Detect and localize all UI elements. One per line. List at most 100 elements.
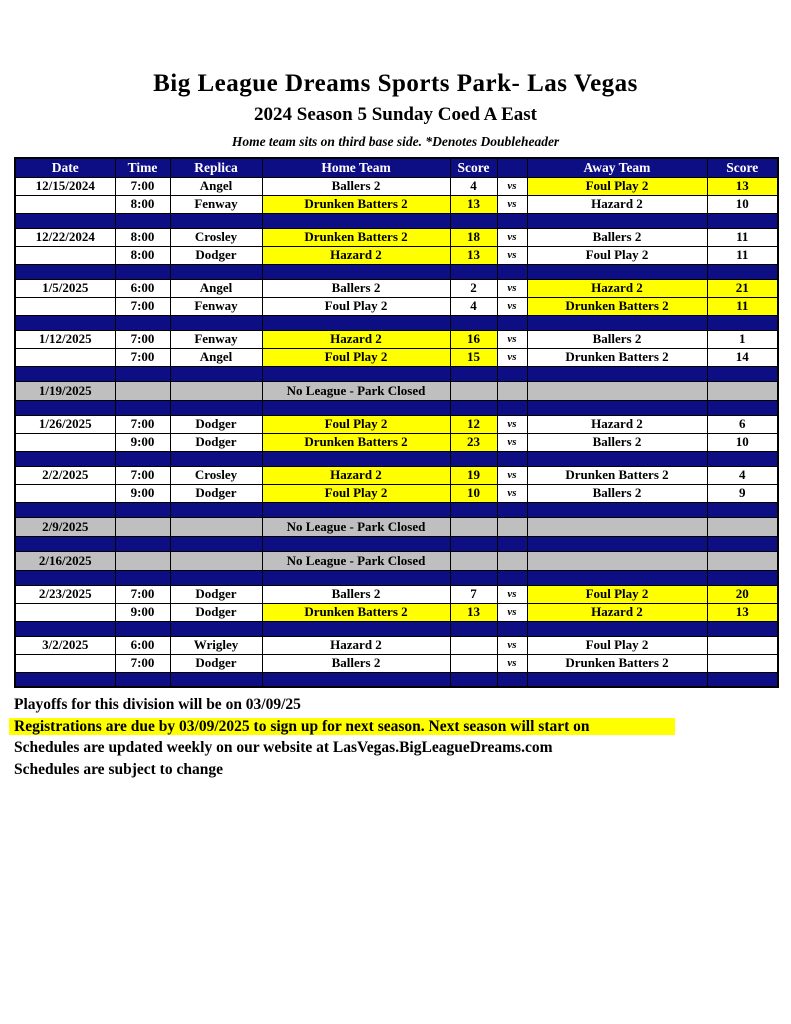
replica-cell: Angel [169,176,263,196]
away-team-cell: Drunken Batters 2 [526,296,708,316]
away-score-cell [706,635,779,655]
away-score-cell: 21 [706,278,779,298]
season-subtitle: 2024 Season 5 Sunday Coed A East [254,104,537,125]
vs-cell [496,380,528,401]
away-team-cell: Ballers 2 [526,227,708,247]
footer-notes: Playoffs for this division will be on 03… [9,694,791,780]
away-team-cell: Drunken Batters 2 [526,653,708,673]
home-score-cell: 18 [449,227,498,247]
separator-away-team-cell [526,263,708,280]
separator-home-score-cell [449,569,498,586]
home-score-cell: 10 [449,483,498,503]
vs-cell: vs [496,329,528,349]
away-score-cell: 9 [706,483,779,503]
separator-vs-cell [496,212,528,229]
col-header-replica: Replica [169,157,263,178]
time-cell: 8:00 [114,227,171,247]
separator-date-cell [14,314,116,331]
vs-cell: vs [496,653,528,673]
table-row: 1/26/2025 7:00 Dodger Foul Play 2 12 vs Hazard… [14,414,779,434]
schedule-page: Big League Dreams Sports Park- Las Vegas… [9,70,791,780]
separator-away-score-cell [706,263,779,280]
time-cell [114,380,171,401]
time-cell: 7:00 [114,176,171,196]
vs-cell: vs [496,278,528,298]
separator-vs-cell [496,671,528,688]
vs-cell: vs [496,602,528,622]
separator-time-cell [114,671,171,688]
table-row: 1/5/2025 6:00 Angel Ballers 2 2 vs Hazard 2 21 [14,278,779,298]
footer-registration: Registrations are due by 03/09/2025 to s… [9,716,791,738]
away-team-cell: Drunken Batters 2 [526,465,708,485]
separator-replica-cell [169,620,263,637]
home-team-cell: Ballers 2 [261,584,451,604]
separator-away-score-cell [706,399,779,416]
away-team-cell: Ballers 2 [526,483,708,503]
home-team-cell: Foul Play 2 [261,414,451,434]
away-score-cell: 13 [706,602,779,622]
away-team-cell: Hazard 2 [526,278,708,298]
time-cell [114,550,171,571]
vs-cell: vs [496,227,528,247]
away-score-cell: 13 [706,176,779,196]
separator-away-team-cell [526,569,708,586]
schedule-table-body: 12/15/2024 7:00 Angel Ballers 2 4 vs Foul Play… [14,176,779,688]
replica-cell [169,516,263,537]
home-team-cell: Hazard 2 [261,635,451,655]
away-team-cell [526,516,708,537]
home-score-cell: 13 [449,194,498,214]
separator-away-team-cell [526,314,708,331]
separator-date-cell [14,212,116,229]
separator-home-team-cell [261,620,451,637]
col-header-home-team: Home Team [261,157,451,178]
separator-replica-cell [169,399,263,416]
date-cell [14,653,116,673]
separator-time-cell [114,263,171,280]
date-cell [14,194,116,214]
date-cell [14,296,116,316]
home-team-cell: Hazard 2 [261,329,451,349]
col-header-date: Date [14,157,116,178]
time-cell: 9:00 [114,602,171,622]
date-cell: 3/2/2025 [14,635,116,655]
table-row [14,365,779,382]
table-row [14,569,779,586]
time-cell: 7:00 [114,414,171,434]
home-score-cell [449,380,498,401]
table-row: 2/23/2025 7:00 Dodger Ballers 2 7 vs Foul Play… [14,584,779,604]
separator-vs-cell [496,501,528,518]
table-row: 7:00 Angel Foul Play 2 15 vs Drunken Batters … [14,347,779,367]
separator-home-team-cell [261,399,451,416]
separator-vs-cell [496,569,528,586]
home-score-cell: 23 [449,432,498,452]
time-cell: 7:00 [114,296,171,316]
separator-away-score-cell [706,535,779,552]
separator-time-cell [114,212,171,229]
away-team-cell: Hazard 2 [526,414,708,434]
separator-home-score-cell [449,620,498,637]
away-score-cell: 4 [706,465,779,485]
table-row: 12/15/2024 7:00 Angel Ballers 2 4 vs Foul Play… [14,176,779,196]
vs-cell: vs [496,432,528,452]
time-cell: 7:00 [114,347,171,367]
away-team-cell: Foul Play 2 [526,584,708,604]
vs-cell [496,550,528,571]
separator-time-cell [114,569,171,586]
table-row: 12/22/2024 8:00 Crosley Drunken Batters 2 18… [14,227,779,247]
separator-vs-cell [496,314,528,331]
closed-label-cell: No League - Park Closed [261,516,451,537]
separator-time-cell [114,314,171,331]
replica-cell: Dodger [169,653,263,673]
separator-away-team-cell [526,671,708,688]
separator-home-team-cell [261,671,451,688]
time-cell: 7:00 [114,465,171,485]
separator-away-score-cell [706,314,779,331]
schedule-table: Date Time Replica Home Team Score Away T… [14,157,779,688]
separator-date-cell [14,535,116,552]
away-team-cell: Foul Play 2 [526,245,708,265]
closed-label-cell: No League - Park Closed [261,380,451,401]
separator-home-team-cell [261,569,451,586]
replica-cell [169,550,263,571]
separator-date-cell [14,450,116,467]
table-row: 2/9/2025 No League - Park Closed [14,516,779,537]
